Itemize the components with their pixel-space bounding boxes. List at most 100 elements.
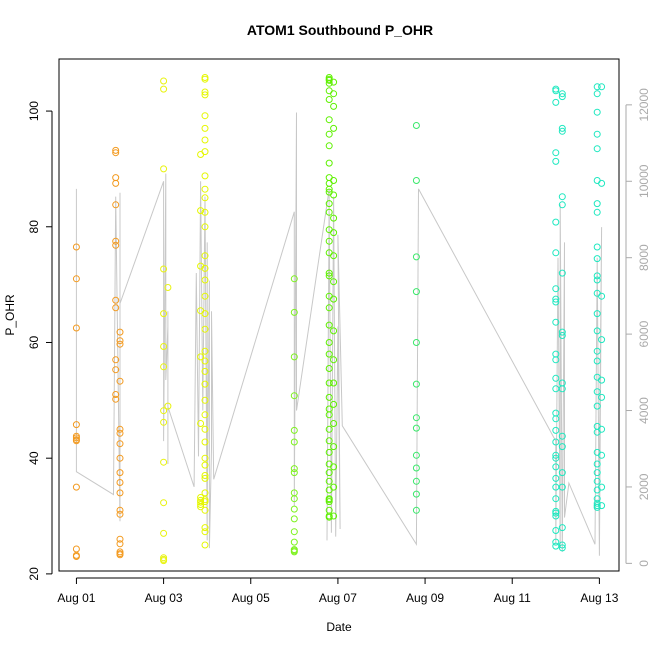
data-point — [330, 483, 338, 491]
data-point — [593, 495, 601, 503]
data-point — [325, 393, 333, 401]
data-point — [325, 379, 333, 387]
data-point — [201, 112, 209, 120]
data-point — [201, 194, 209, 202]
data-point — [593, 357, 601, 365]
data-point — [593, 272, 601, 280]
data-point — [558, 432, 566, 440]
grey-series-lines — [75, 112, 603, 556]
data-point — [164, 402, 172, 410]
data-point — [325, 174, 333, 182]
data-point — [330, 327, 338, 335]
y-right-tick-label: 10000 — [637, 164, 650, 198]
data-point — [116, 479, 124, 486]
data-point — [290, 515, 298, 523]
data-point — [593, 145, 601, 153]
data-point — [330, 379, 338, 387]
data-point — [197, 207, 205, 215]
data-point — [593, 460, 601, 468]
data-point — [552, 495, 560, 503]
y-axis-label: P_OHR — [3, 294, 17, 336]
data-point — [116, 429, 124, 437]
x-axis-label: Date — [326, 620, 352, 634]
data-point — [116, 328, 124, 336]
data-point — [558, 483, 566, 491]
data-point — [558, 269, 566, 277]
data-point — [412, 477, 420, 485]
data-point — [412, 424, 420, 432]
data-point — [330, 229, 338, 237]
data-point — [201, 223, 209, 231]
data-point — [290, 548, 298, 556]
data-point — [116, 340, 124, 348]
y-left-tick-label: 60 — [27, 335, 41, 349]
data-point — [552, 426, 560, 434]
data-point — [201, 185, 209, 193]
data-point — [552, 149, 560, 157]
data-point — [558, 127, 566, 135]
data-point — [290, 465, 298, 473]
data-point — [201, 276, 209, 284]
y-right-tick-label: 8000 — [637, 244, 650, 271]
data-point — [325, 350, 333, 358]
data-point — [325, 87, 333, 95]
grey-series-line — [75, 112, 603, 556]
data-point — [330, 102, 338, 110]
data-point — [552, 157, 560, 165]
data-point — [598, 292, 606, 300]
data-point — [72, 421, 80, 429]
data-point — [558, 328, 566, 336]
data-point — [325, 200, 333, 208]
data-point — [552, 87, 560, 95]
data-point — [201, 208, 209, 216]
y-axis-right: 0 2000 4000 6000 8000 10000 12000 — [625, 88, 650, 567]
data-point — [330, 512, 338, 520]
data-point — [116, 489, 124, 497]
data-point — [552, 438, 560, 446]
data-point — [325, 425, 333, 433]
data-point — [325, 365, 333, 372]
data-point — [201, 438, 209, 446]
data-point — [160, 165, 168, 173]
data-point — [325, 513, 333, 521]
data-point — [325, 448, 333, 456]
data-point — [593, 469, 601, 477]
data-point — [72, 483, 80, 491]
data-point — [201, 172, 209, 180]
data-point — [112, 395, 120, 403]
data-point — [552, 318, 560, 326]
data-point — [72, 243, 80, 251]
data-point — [197, 307, 205, 315]
data-point — [330, 463, 338, 471]
data-point — [325, 142, 333, 150]
data-point — [552, 356, 560, 364]
data-point — [558, 541, 566, 549]
x-tick-label: Aug 11 — [494, 591, 531, 605]
data-point — [116, 454, 124, 462]
data-point — [116, 510, 124, 518]
data-point — [201, 474, 209, 482]
y-right-tick-label: 2000 — [637, 473, 650, 500]
data-point — [197, 420, 205, 427]
data-point — [290, 353, 298, 361]
data-point — [330, 191, 338, 199]
data-point — [593, 276, 601, 284]
data-point — [412, 451, 420, 459]
data-point — [116, 551, 124, 559]
data-point — [330, 214, 338, 222]
data-point — [325, 477, 333, 485]
data-point — [160, 265, 168, 273]
plot-frame — [58, 58, 620, 572]
data-point — [558, 124, 566, 132]
data-point — [201, 264, 209, 272]
data-point — [201, 541, 209, 549]
data-point — [290, 426, 298, 434]
data-point — [72, 545, 80, 553]
data-point — [598, 179, 606, 187]
data-point — [290, 495, 298, 503]
data-point — [290, 438, 298, 446]
data-point — [552, 538, 560, 546]
data-point — [593, 503, 601, 511]
data-point — [552, 542, 560, 550]
data-point — [201, 396, 209, 404]
